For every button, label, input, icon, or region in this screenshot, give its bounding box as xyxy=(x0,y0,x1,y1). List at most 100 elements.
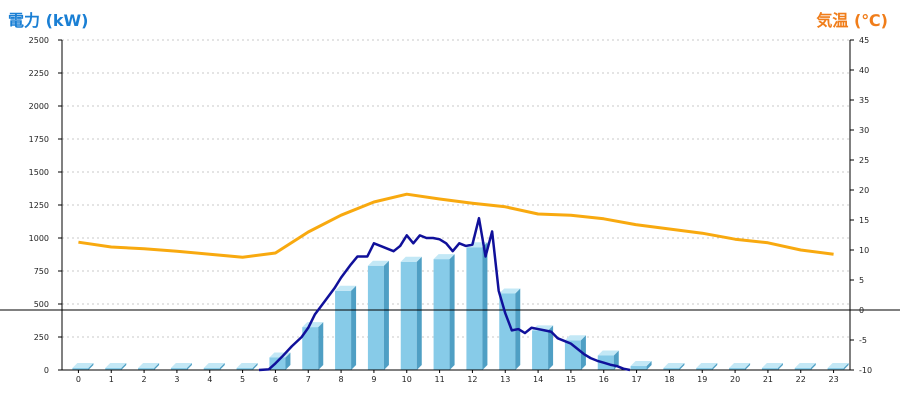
bar-face xyxy=(138,368,155,370)
bar-face xyxy=(827,368,844,370)
bar-side xyxy=(88,363,94,370)
x-tick-label: 17 xyxy=(631,375,641,384)
bar xyxy=(761,363,783,370)
x-tick-label: 6 xyxy=(273,375,278,384)
bar xyxy=(729,363,751,370)
bar-face xyxy=(367,265,384,370)
bar-top xyxy=(827,363,849,369)
bar xyxy=(400,256,422,370)
left-tick-label: 2500 xyxy=(29,36,49,45)
right-tick-label: -10 xyxy=(859,366,872,375)
bar-top xyxy=(302,322,324,328)
power-line xyxy=(258,216,631,372)
left-tick-label: 2000 xyxy=(29,102,49,111)
bar-side xyxy=(777,363,783,370)
left-tick-label: 1750 xyxy=(29,135,49,144)
left-tick-label: 250 xyxy=(34,333,49,342)
left-tick-label: 2250 xyxy=(29,69,49,78)
bar xyxy=(203,363,225,370)
bar-top xyxy=(170,363,192,369)
bar-face xyxy=(400,261,417,370)
right-tick-label: 15 xyxy=(859,216,869,225)
right-tick-label: 5 xyxy=(859,276,864,285)
left-axis-title: 電力 (kW) xyxy=(8,11,89,30)
line-series xyxy=(78,192,834,372)
bar-side xyxy=(383,260,389,370)
x-tick-label: 2 xyxy=(142,375,147,384)
bar xyxy=(630,361,652,370)
x-tick-label: 1 xyxy=(109,375,114,384)
bar-side xyxy=(482,242,488,370)
right-axis-title: 気温 (℃) xyxy=(816,11,888,30)
bar xyxy=(302,322,324,370)
bar-top xyxy=(696,363,718,369)
bar-face xyxy=(729,368,746,370)
bar-side xyxy=(745,363,751,370)
bar-face xyxy=(761,368,778,370)
bar-side xyxy=(186,363,192,370)
x-tick-label: 21 xyxy=(763,375,773,384)
bar-side xyxy=(449,254,455,370)
bar xyxy=(72,363,94,370)
bar xyxy=(696,363,718,370)
tick-labels: 2500225020001750150012501000750500250045… xyxy=(29,36,872,384)
right-tick-label: 20 xyxy=(859,186,869,195)
grid-layer xyxy=(62,39,850,338)
bar xyxy=(367,260,389,370)
bar-face xyxy=(499,293,516,370)
bar-face xyxy=(236,368,253,370)
right-tick-label: 0 xyxy=(859,306,864,315)
bar-top xyxy=(236,363,258,369)
x-tick-label: 16 xyxy=(599,375,609,384)
bar xyxy=(597,350,619,370)
bar xyxy=(236,363,258,370)
bar xyxy=(794,363,816,370)
bar-side xyxy=(646,361,652,370)
x-tick-label: 5 xyxy=(240,375,245,384)
bar-top xyxy=(794,363,816,369)
bar-side xyxy=(712,363,718,370)
bar-side xyxy=(416,256,422,370)
x-tick-label: 23 xyxy=(828,375,838,384)
bar xyxy=(170,363,192,370)
bar-side xyxy=(351,285,357,370)
bar-series xyxy=(72,242,849,370)
bar-top xyxy=(367,260,389,266)
right-tick-label: 25 xyxy=(859,156,869,165)
x-tick-label: 14 xyxy=(533,375,543,384)
bar-face xyxy=(203,368,220,370)
bar-face xyxy=(105,368,122,370)
bar xyxy=(433,254,455,370)
x-tick-label: 0 xyxy=(76,375,81,384)
right-tick-label: 30 xyxy=(859,126,869,135)
bar-top xyxy=(630,361,652,367)
right-tick-label: 40 xyxy=(859,66,869,75)
left-tick-label: 1250 xyxy=(29,201,49,210)
bar-top xyxy=(433,254,455,260)
x-tick-label: 13 xyxy=(500,375,510,384)
bar-face xyxy=(696,368,713,370)
bar-top xyxy=(335,285,357,291)
temperature-line xyxy=(78,192,834,259)
bar-face xyxy=(532,330,549,370)
x-tick-label: 18 xyxy=(664,375,674,384)
bar-side xyxy=(318,322,324,370)
bar-face xyxy=(170,368,187,370)
bar xyxy=(532,325,554,370)
bar-face xyxy=(663,368,680,370)
x-tick-label: 10 xyxy=(402,375,412,384)
bar-top xyxy=(761,363,783,369)
bar-top xyxy=(597,350,619,356)
bar-top xyxy=(564,335,586,341)
bar xyxy=(335,285,357,370)
x-tick-label: 22 xyxy=(796,375,806,384)
x-tick-label: 9 xyxy=(371,375,376,384)
x-tick-label: 11 xyxy=(434,375,444,384)
left-tick-label: 1500 xyxy=(29,168,49,177)
bar-top xyxy=(72,363,94,369)
right-tick-label: 35 xyxy=(859,96,869,105)
bar-top xyxy=(203,363,225,369)
axes xyxy=(0,39,900,373)
bar-face xyxy=(433,259,450,370)
